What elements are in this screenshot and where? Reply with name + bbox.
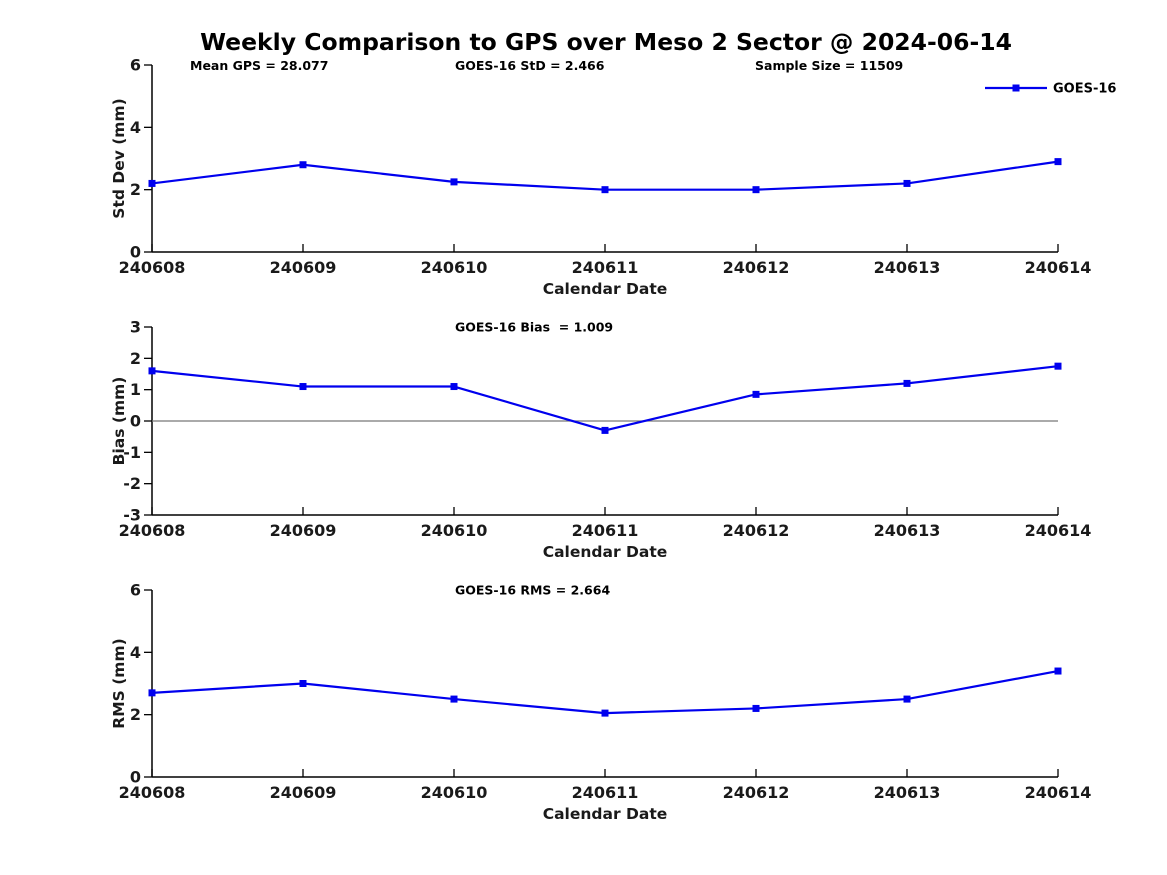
x-tick-label: 240613 [874,783,941,802]
x-tick-label: 240612 [723,783,790,802]
y-tick-label: 2 [130,180,141,199]
subplot-bias: GOES-16 Bias = 1.009 Bias (mm) Calendar … [110,318,1091,562]
data-point-marker [148,367,156,375]
annotation-goes16-std: GOES-16 StD = 2.466 [455,58,605,73]
y-tick-label: -3 [123,506,141,525]
data-point-marker [601,709,609,717]
x-tick-label: 240608 [119,521,186,540]
chart-title: Weekly Comparison to GPS over Meso 2 Sec… [200,28,1012,56]
y-axis-label-bias: Bias (mm) [110,377,128,466]
y-tick-label: 3 [130,318,141,337]
legend-label: GOES-16 [1053,82,1116,97]
x-tick-label: 240611 [572,258,639,277]
data-point-marker [903,379,911,387]
data-point-marker [1054,362,1062,370]
x-tick-label: 240611 [572,783,639,802]
y-tick-label: -2 [123,474,141,493]
x-tick-label: 240611 [572,521,639,540]
annotation-goes16-bias: GOES-16 Bias = 1.009 [455,320,613,335]
data-point-marker [752,390,760,398]
x-tick-label: 240610 [421,258,488,277]
y-tick-label: 4 [130,118,141,137]
x-tick-label: 240614 [1025,521,1092,540]
y-axis-label-rms: RMS (mm) [110,638,128,728]
data-point-marker [601,186,609,194]
data-point-marker [601,426,609,434]
y-tick-label: 0 [130,243,141,262]
x-axis-label-rms: Calendar Date [543,805,668,823]
x-axis-label-bias: Calendar Date [543,543,668,561]
legend-marker-sample [1012,84,1020,92]
x-tick-label: 240614 [1025,258,1092,277]
data-line-goes-16 [151,669,1059,715]
x-tick-label: 240610 [421,783,488,802]
data-point-marker [752,704,760,712]
x-axis-label-stddev: Calendar Date [543,280,668,298]
x-tick-label: 240609 [270,521,337,540]
data-point-marker [299,161,307,169]
x-tick-label: 240613 [874,521,941,540]
subplot-rms: GOES-16 RMS = 2.664 RMS (mm) Calendar Da… [110,581,1091,824]
x-tick-label: 240612 [723,258,790,277]
annotation-goes16-rms: GOES-16 RMS = 2.664 [455,583,610,598]
x-tick-label: 240613 [874,258,941,277]
y-tick-label: -1 [123,443,141,462]
data-point-marker [903,695,911,703]
data-point-marker [299,383,307,391]
data-point-marker [148,689,156,697]
data-point-marker [1054,158,1062,166]
x-tick-label: 240612 [723,521,790,540]
data-point-marker [450,178,458,186]
data-point-marker [752,186,760,194]
y-tick-label: 4 [130,643,141,662]
annotation-sample-size: Sample Size = 11509 [755,58,903,73]
x-tick-label: 240608 [119,783,186,802]
data-point-marker [450,383,458,391]
data-point-marker [148,179,156,187]
y-tick-label: 0 [130,412,141,431]
y-tick-label: 2 [130,349,141,368]
y-tick-label: 6 [130,56,141,75]
y-tick-label: 1 [130,380,141,399]
legend: GOES-16 [985,82,1116,97]
data-point-marker [450,695,458,703]
x-tick-label: 240609 [270,258,337,277]
data-point-marker [299,680,307,687]
subplot-stddev: Mean GPS = 28.077 GOES-16 StD = 2.466 Sa… [110,56,1091,299]
plot-area-stddev: 0 2 4 6 240608 240609 240610 240611 240612 240613… [119,56,1092,278]
x-tick-label: 240610 [421,521,488,540]
annotation-mean-gps: Mean GPS = 28.077 [190,58,328,73]
y-tick-label: 0 [130,768,141,787]
y-tick-label: 2 [130,705,141,724]
x-tick-label: 240614 [1025,783,1092,802]
plot-area-rms: 0 2 4 6 240608 240609 240610 240611 240612 240613… [119,581,1092,803]
data-point-marker [903,179,911,187]
data-point-marker [1054,667,1062,675]
y-tick-label: 6 [130,581,141,600]
data-line-goes-16 [151,160,1059,191]
x-tick-label: 240609 [270,783,337,802]
plot-area-bias: -3 -2 -1 0 1 2 3 240608 240609 240610 240611 240612… [119,318,1092,541]
y-axis-label-stddev: Std Dev (mm) [110,98,128,218]
x-tick-label: 240608 [119,258,186,277]
